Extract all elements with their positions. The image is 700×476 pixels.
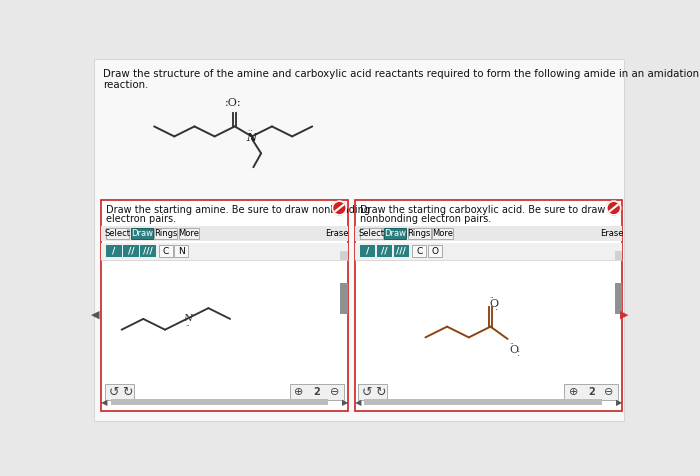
Text: /: / xyxy=(365,247,369,256)
Circle shape xyxy=(332,201,346,215)
Text: 2: 2 xyxy=(314,387,321,397)
Text: ⊕: ⊕ xyxy=(568,387,578,397)
Bar xyxy=(106,228,130,239)
Bar xyxy=(364,399,602,405)
Bar xyxy=(360,228,383,239)
Bar xyxy=(355,226,622,241)
Text: ↻: ↻ xyxy=(122,386,132,398)
Bar xyxy=(140,245,155,258)
Text: 2: 2 xyxy=(588,387,594,397)
Bar xyxy=(102,243,348,259)
Bar xyxy=(340,283,348,314)
Text: N: N xyxy=(178,247,185,256)
Text: Rings: Rings xyxy=(407,229,431,238)
Text: ▶: ▶ xyxy=(616,397,622,407)
Bar xyxy=(106,245,122,258)
Bar xyxy=(104,384,134,400)
Text: ↻: ↻ xyxy=(375,386,386,398)
Text: ◀: ◀ xyxy=(355,397,361,407)
Text: ///: /// xyxy=(396,247,406,256)
Text: C: C xyxy=(162,247,169,256)
Text: ↺: ↺ xyxy=(362,386,372,398)
Text: ↺: ↺ xyxy=(108,386,119,398)
Text: Draw the structure of the amine and carboxylic acid reactants required to form t: Draw the structure of the amine and carb… xyxy=(103,69,699,90)
Bar xyxy=(179,228,199,239)
Text: :O:: :O: xyxy=(225,99,242,109)
Bar xyxy=(433,228,452,239)
Text: //: // xyxy=(381,247,388,256)
Text: ··: ·· xyxy=(509,341,514,347)
Text: Rings: Rings xyxy=(154,229,178,238)
Bar xyxy=(407,228,430,239)
Text: ⊖: ⊖ xyxy=(604,387,614,397)
Bar xyxy=(564,384,618,400)
Text: Draw the starting amine. Be sure to draw nonbonding: Draw the starting amine. Be sure to draw… xyxy=(106,205,370,215)
Text: O: O xyxy=(489,298,498,308)
Text: Draw: Draw xyxy=(131,229,153,238)
Bar xyxy=(102,226,348,241)
Text: Draw: Draw xyxy=(384,229,406,238)
Text: ··: ·· xyxy=(489,295,493,301)
Text: ◀: ◀ xyxy=(91,310,99,320)
Text: ▶: ▶ xyxy=(620,310,628,320)
Bar xyxy=(384,228,406,239)
Bar xyxy=(615,251,622,259)
Bar xyxy=(358,384,387,400)
Text: More: More xyxy=(432,229,453,238)
Text: Select: Select xyxy=(358,229,384,238)
Bar xyxy=(360,245,375,258)
Bar xyxy=(377,245,392,258)
Text: :: : xyxy=(495,302,498,312)
Bar xyxy=(154,228,177,239)
Text: Erase: Erase xyxy=(600,229,623,238)
Text: ///: /// xyxy=(143,247,153,256)
Text: Draw the starting carboxylic acid. Be sure to draw: Draw the starting carboxylic acid. Be su… xyxy=(360,205,605,215)
Text: More: More xyxy=(178,229,199,238)
Text: ⊖: ⊖ xyxy=(330,387,340,397)
Bar xyxy=(131,228,153,239)
Text: ··: ·· xyxy=(248,128,256,134)
Text: ⊕: ⊕ xyxy=(295,387,304,397)
Text: ◀: ◀ xyxy=(102,397,108,407)
Bar xyxy=(102,199,348,411)
Bar xyxy=(159,245,173,258)
Bar xyxy=(355,243,622,259)
Text: C: C xyxy=(416,247,422,256)
Bar xyxy=(393,245,409,258)
Text: :: : xyxy=(517,348,520,358)
Bar xyxy=(123,245,139,258)
Bar xyxy=(355,199,622,411)
Text: ··: ·· xyxy=(186,323,190,329)
Text: nonbonding electron pairs.: nonbonding electron pairs. xyxy=(360,214,491,224)
Text: O: O xyxy=(431,247,438,256)
Bar xyxy=(174,245,188,258)
Bar xyxy=(111,399,328,405)
Text: N: N xyxy=(246,132,257,143)
Text: O: O xyxy=(509,345,518,355)
Bar xyxy=(615,283,622,314)
Text: //: // xyxy=(127,247,134,256)
Text: N: N xyxy=(183,315,192,323)
Bar xyxy=(412,245,426,258)
Bar xyxy=(340,251,348,259)
Text: ▶: ▶ xyxy=(342,397,348,407)
Text: /: / xyxy=(112,247,116,256)
Bar xyxy=(290,384,344,400)
Bar xyxy=(428,245,442,258)
Text: Erase: Erase xyxy=(326,229,349,238)
Text: electron pairs.: electron pairs. xyxy=(106,214,176,224)
Circle shape xyxy=(607,201,621,215)
Text: Select: Select xyxy=(105,229,131,238)
